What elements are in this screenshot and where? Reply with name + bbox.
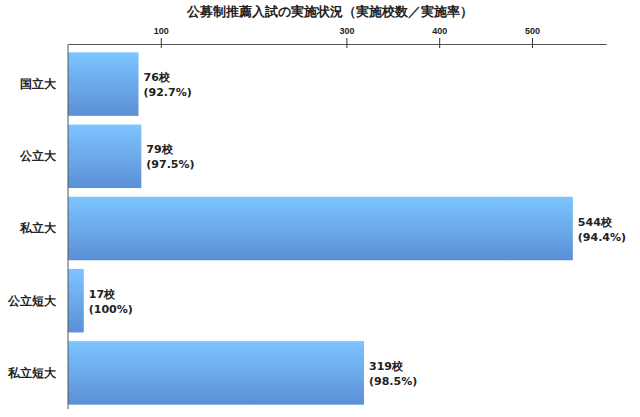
rate-label: (100%) — [89, 303, 133, 316]
data-label: 79校 — [146, 143, 173, 156]
data-label: 17校 — [89, 288, 116, 301]
bar — [68, 125, 141, 189]
tick-label: 公立大 — [19, 149, 57, 163]
tick: 100 — [154, 26, 169, 48]
bar — [68, 341, 364, 405]
tick-mark — [439, 38, 440, 48]
tick-label: 私立大 — [19, 221, 57, 235]
tick-mark — [161, 38, 162, 48]
tick-label: 私立短大 — [7, 366, 57, 380]
chart: 公募制推薦入試の実施状況（実施校数／実施率） 100 300 400 500 国立大公立大… — [0, 0, 640, 417]
data-label: 319校 — [369, 360, 404, 373]
tick: 500 — [525, 26, 540, 48]
rate-label: (97.5%) — [146, 158, 194, 171]
bars — [68, 52, 573, 404]
bar — [68, 52, 139, 116]
tick: 私立短大 — [7, 366, 68, 380]
tick-mark — [346, 38, 347, 48]
tick: 国立大 — [20, 77, 68, 91]
tick: 公立短大 — [7, 294, 68, 308]
tick-label: 国立大 — [20, 77, 57, 91]
data-label: 544校 — [578, 216, 613, 229]
tick-label: 公立短大 — [7, 294, 57, 308]
data-label: 76校 — [144, 71, 171, 84]
axis-line — [69, 44, 607, 45]
rate-label: (94.4%) — [578, 231, 626, 244]
tick: 公立大 — [19, 149, 68, 163]
tick: 400 — [432, 26, 447, 48]
tick-mark — [532, 38, 533, 48]
rate-label: (98.5%) — [369, 375, 417, 388]
bar — [68, 269, 84, 333]
rate-label: (92.7%) — [144, 86, 192, 99]
tick: 私立大 — [19, 221, 68, 235]
tick: 300 — [339, 26, 354, 48]
y-axis: 国立大公立大私立大公立短大私立短大 — [7, 44, 68, 409]
tick-label: 400 — [432, 26, 447, 36]
x-axis: 100 300 400 500 — [69, 26, 607, 48]
bar — [68, 197, 573, 261]
data-labels: 76校 (92.7%) 79校 (97.5%) 544校 (94.4%) 17校 (100%)… — [89, 71, 626, 388]
tick-label: 300 — [339, 26, 354, 36]
tick-label: 500 — [525, 26, 540, 36]
title: 公募制推薦入試の実施状況（実施校数／実施率） — [186, 4, 473, 19]
axis-line — [68, 44, 69, 409]
tick-label: 100 — [154, 26, 169, 36]
